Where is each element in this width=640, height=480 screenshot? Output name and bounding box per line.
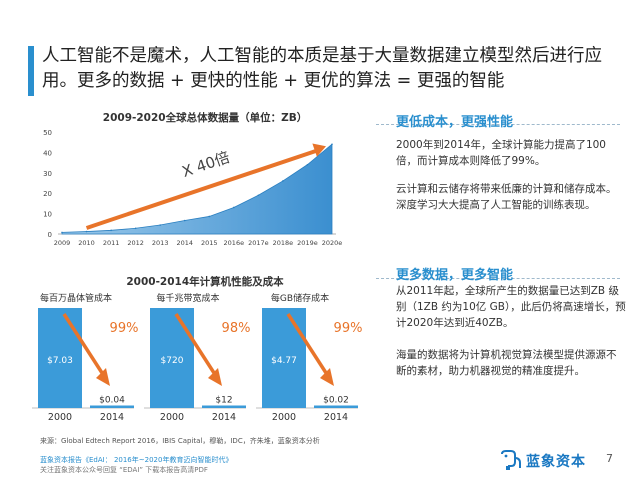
bar-category-label: 2000 [272, 412, 296, 423]
section-text-lower-cost-2: 云计算和云储存将带来低廉的计算和储存成本。深度学习大大提高了人工智能的训练表现。 [396, 183, 617, 211]
bar-value-label: $0.02 [323, 396, 349, 406]
section-text-more-data-1: 从2011年起，全球所产生的数据量已达到ZB 级别（1ZB 约为10亿 GB），… [396, 285, 626, 329]
panel-label: 每千兆带宽成本 [156, 292, 219, 304]
decline-arrow-line [174, 313, 218, 377]
y-tick-label: 40 [43, 149, 52, 157]
title-accent-bar [28, 46, 34, 96]
data-point [331, 143, 333, 146]
elephant-logo-icon [501, 450, 521, 470]
report-name: 蓝象资本报告《EdAI： 2016年~2020年教育迈向智能时代》 [40, 456, 233, 464]
decline-arrow-line [62, 313, 106, 377]
data-volume-area-chart: 0 10 20 30 40 50 2009 2010 2011 2012 2013 2014 2015 2… [43, 129, 343, 247]
bar-value-label: $0.04 [99, 396, 125, 406]
data-point [282, 180, 284, 182]
cost-bar-charts: 每百万晶体管成本 $7.03 2000 $0.04 2014 99% 每千兆带宽成本 $720… [32, 292, 363, 423]
y-tick-label: 0 [48, 231, 52, 239]
page-number: 7 [606, 452, 613, 465]
data-point [110, 229, 112, 232]
growth-arrow-line [85, 148, 319, 230]
decline-percent-label: 98% [222, 321, 251, 336]
bar-value-label: $7.03 [47, 356, 73, 366]
data-volume-chart-title: 2009-2020全球总体数据量（单位：ZB） [102, 112, 308, 124]
decline-percent-label: 99% [334, 321, 363, 336]
x-tick-label: 2013 [152, 239, 169, 247]
decline-arrow-line [286, 313, 330, 377]
cost-bar [202, 405, 246, 408]
bar-category-label: 2014 [324, 412, 348, 423]
source-note: 来源：Global Edtech Report 2016，IBIS Capita… [40, 437, 320, 445]
x-tick-label: 2015 [201, 239, 218, 247]
cost-bar [150, 308, 194, 408]
y-tick-label: 30 [43, 170, 52, 178]
report-download-note: 关注蓝象资本公众号回复 “EDAI” 下载本报告高清PDF [40, 466, 208, 474]
cost-bar [90, 405, 134, 408]
bar-value-label: $720 [161, 356, 184, 366]
data-point [85, 230, 88, 233]
decline-arrow-head [320, 368, 334, 386]
x-tick-label: 2016e [224, 239, 245, 247]
data-point [208, 215, 211, 218]
panel-label: 每百万晶体管成本 [40, 292, 112, 304]
x-tick-label: 2017e [248, 239, 269, 247]
bar-value-label: $4.77 [271, 356, 297, 366]
data-point [233, 206, 235, 209]
data-point [61, 231, 63, 234]
x-tick-label: 2018e [273, 239, 294, 247]
section-text-lower-cost-1: 2000年到2014年，全球计算能力提高了100倍，而计算成本则降低了99%。 [396, 139, 606, 167]
bar-category-label: 2014 [212, 412, 236, 423]
bar-category-label: 2014 [100, 412, 124, 423]
y-tick-label: 10 [43, 211, 52, 219]
decline-arrow-head [96, 368, 110, 386]
x-tick-label: 2011 [103, 239, 120, 247]
y-tick-label: 20 [43, 190, 52, 198]
section-divider-top [376, 124, 620, 125]
x-tick-label: 2014 [176, 239, 193, 247]
brand-logo: 蓝象资本 [500, 450, 596, 470]
growth-annotation: X 40倍 [180, 148, 232, 181]
panel-label: 每GB储存成本 [271, 292, 329, 304]
cost-bar [314, 405, 358, 408]
cost-chart-title: 2000-2014年计算机性能及成本 [126, 276, 284, 288]
bar-category-label: 2000 [48, 412, 72, 423]
data-point [183, 219, 186, 222]
section-heading-lower-cost: 更低成本，更强性能 [396, 115, 514, 130]
data-point [257, 194, 260, 197]
section-heading-more-data: 更多数据，更多智能 [396, 268, 514, 283]
decline-percent-label: 99% [110, 321, 139, 336]
cost-bar [262, 308, 306, 408]
x-tick-label: 2020e [322, 239, 343, 247]
growth-arrow-head [312, 143, 326, 157]
data-point [134, 227, 137, 230]
x-tick-label: 2019e [297, 239, 318, 247]
cost-bar [38, 308, 82, 408]
decline-arrow-head [208, 368, 222, 386]
x-tick-label: 2009 [54, 239, 71, 247]
x-tick-label: 2010 [78, 239, 95, 247]
logo-text: 蓝象资本 [526, 454, 586, 470]
x-tick-label: 2012 [127, 239, 144, 247]
data-point [159, 224, 161, 226]
section-text-more-data-2: 海量的数据将为计算机视觉算法模型提供源源不断的素材，助力机器视觉的精准度提升。 [396, 349, 617, 377]
bar-category-label: 2000 [160, 412, 184, 423]
page-title: 人工智能不是魔术，人工智能的本质是基于大量数据建立模型然后进行应用。更多的数据 … [42, 46, 602, 91]
y-tick-label: 50 [43, 129, 52, 137]
bar-value-label: $12 [215, 396, 232, 406]
data-point [306, 163, 309, 166]
section-divider-middle [376, 278, 620, 279]
